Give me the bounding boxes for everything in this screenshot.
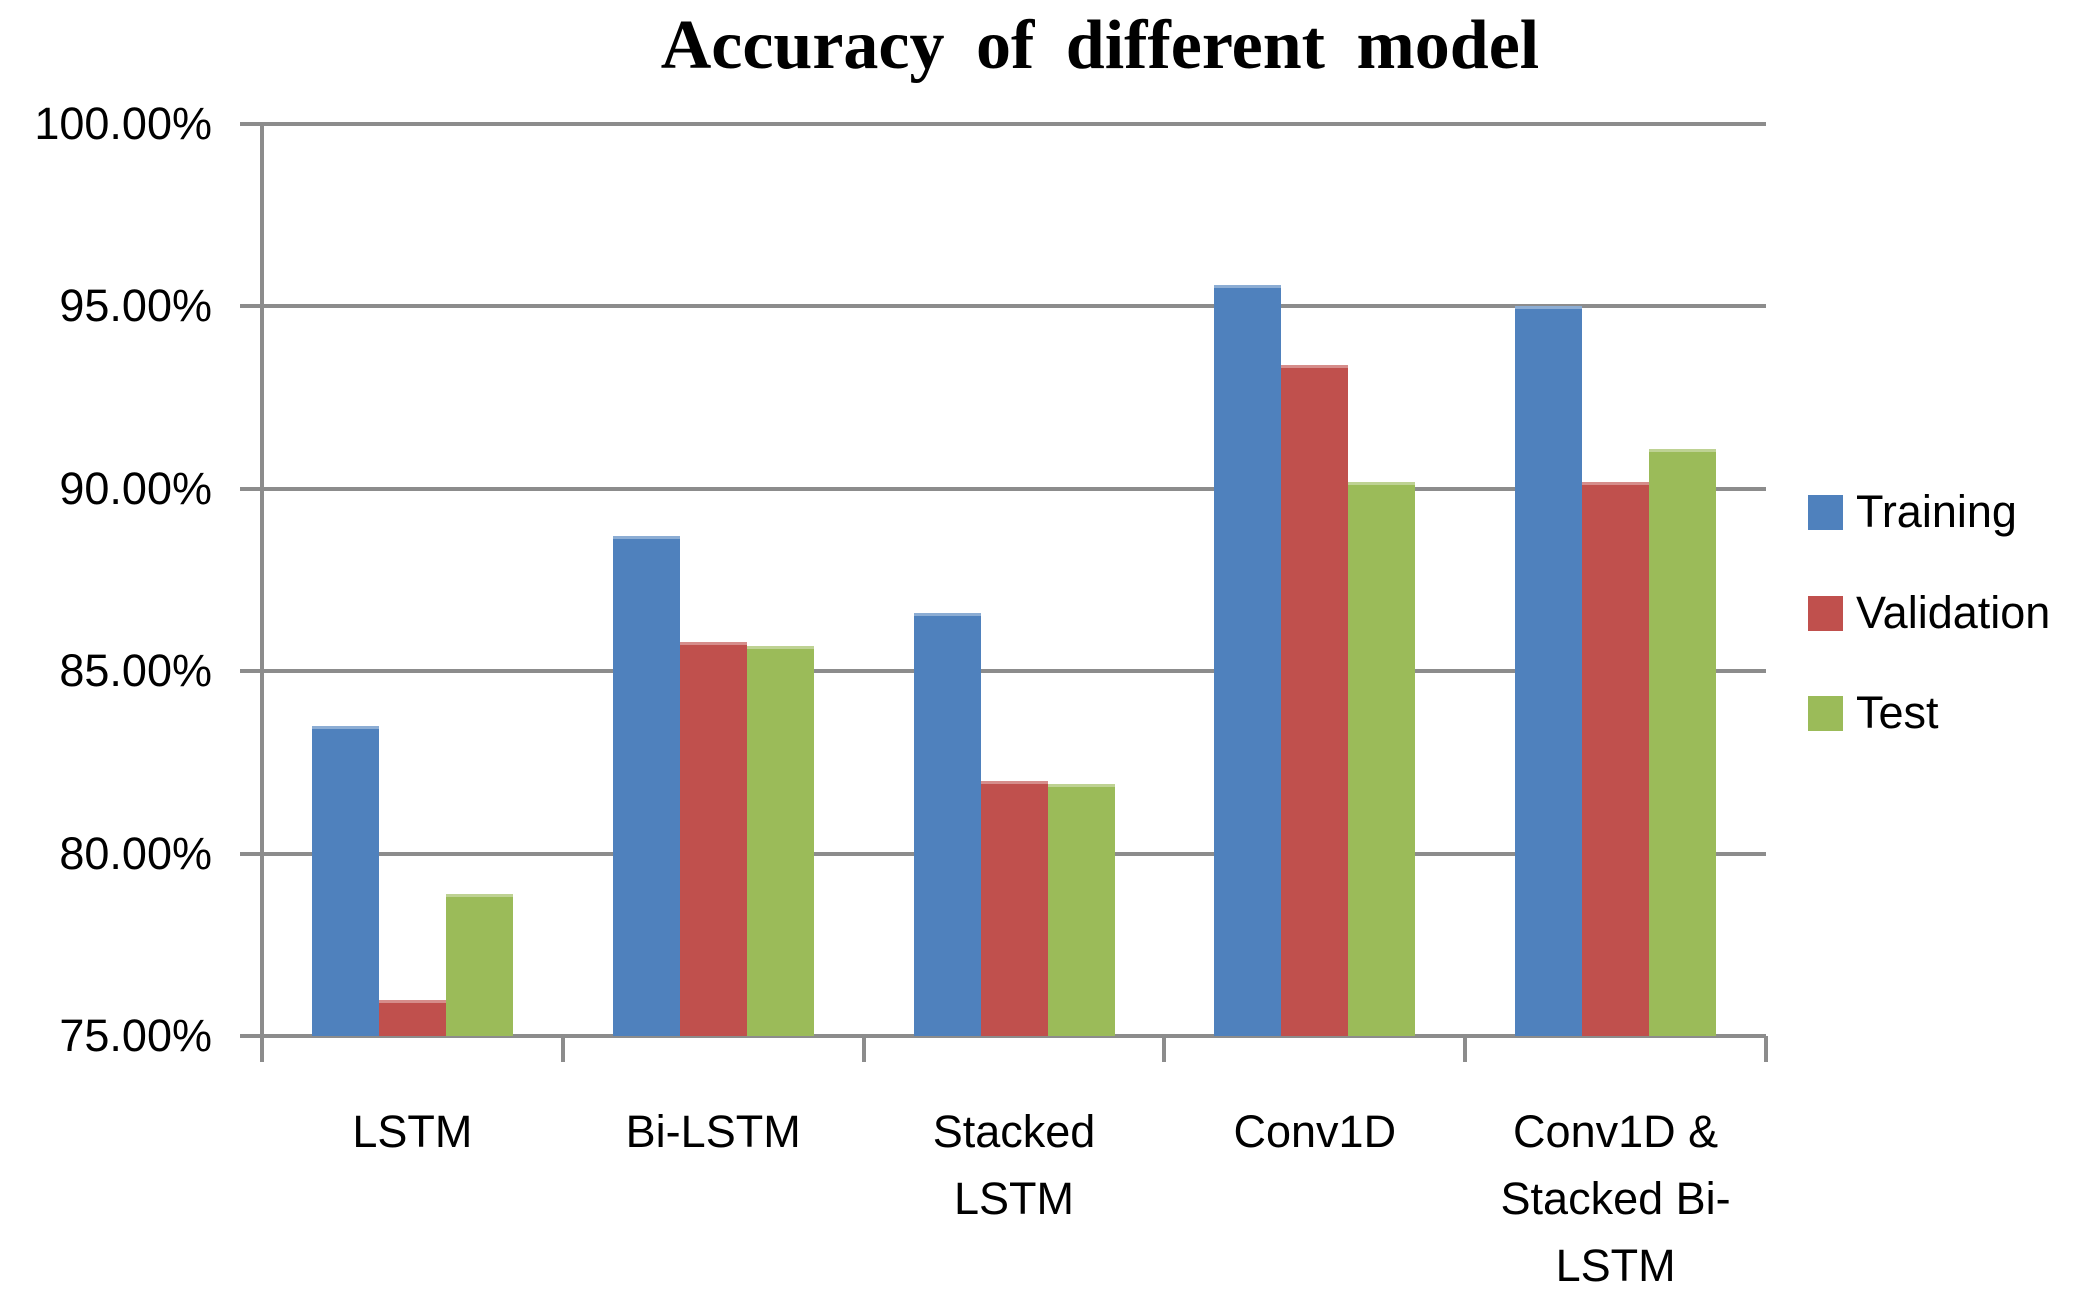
bar-training-conv1d	[1214, 284, 1282, 1036]
y-axis-tick-label: 75.00%	[59, 1010, 212, 1061]
x-axis-tick	[1764, 1036, 1768, 1062]
bar-test-stacked-lstm	[1047, 784, 1115, 1036]
bar-validation-conv1d	[1281, 364, 1349, 1036]
y-axis-tick-label: 90.00%	[59, 462, 212, 514]
legend-swatch-test	[1808, 696, 1843, 731]
y-axis-tick-label: 80.00%	[59, 827, 212, 879]
gridline	[240, 122, 1766, 126]
bar-training-stacked-lstm	[913, 612, 981, 1036]
x-axis-category-label: LSTM	[352, 1106, 473, 1157]
bar-test-conv1d-stacked-bi-lstm	[1649, 448, 1717, 1036]
bar-test-lstm	[445, 893, 513, 1036]
x-axis-category-label: Stacked	[932, 1106, 1096, 1157]
x-axis-tick	[1162, 1036, 1167, 1062]
bar-validation-conv1d-stacked-bi-lstm	[1582, 481, 1650, 1036]
bar-training-lstm	[311, 725, 379, 1036]
bar-training-conv1d-stacked-bi-lstm	[1515, 306, 1583, 1036]
legend-label-test: Test	[1856, 687, 1939, 738]
bar-training-bi-lstm	[612, 536, 680, 1036]
legend-swatch-training	[1808, 495, 1843, 530]
legend-swatch-validation	[1808, 595, 1843, 631]
x-axis-category-label: Bi-LSTM	[625, 1106, 801, 1157]
legend-label-training: Training	[1856, 486, 2017, 537]
bar-validation-bi-lstm	[679, 642, 747, 1036]
x-axis-category-label: LSTM	[953, 1173, 1074, 1224]
bar-validation-stacked-lstm	[980, 780, 1048, 1036]
y-axis-tick-label: 95.00%	[59, 280, 212, 332]
x-axis-tick	[861, 1036, 866, 1062]
x-axis-category-label: Conv1D	[1233, 1106, 1397, 1157]
gridline	[240, 669, 1766, 674]
bar-test-conv1d	[1348, 481, 1416, 1036]
chart-title: Accuracy of different model	[660, 7, 1540, 84]
x-axis-category-label: LSTM	[1555, 1240, 1676, 1291]
y-axis-tick-label: 100.00%	[34, 98, 212, 149]
x-axis-category-label: Stacked Bi-	[1500, 1173, 1731, 1224]
bar-test-bi-lstm	[746, 645, 814, 1036]
legend-label-validation: Validation	[1856, 586, 2051, 638]
y-axis-tick-label: 85.00%	[59, 645, 212, 697]
x-axis-category-label: Conv1D &	[1513, 1106, 1719, 1157]
gridline	[240, 486, 1766, 491]
bar-validation-lstm	[378, 999, 446, 1036]
gridline	[240, 1034, 1766, 1038]
y-axis-line	[260, 122, 264, 1062]
gridline	[240, 304, 1766, 309]
x-axis-tick	[1463, 1036, 1468, 1062]
x-axis-tick	[560, 1036, 565, 1062]
